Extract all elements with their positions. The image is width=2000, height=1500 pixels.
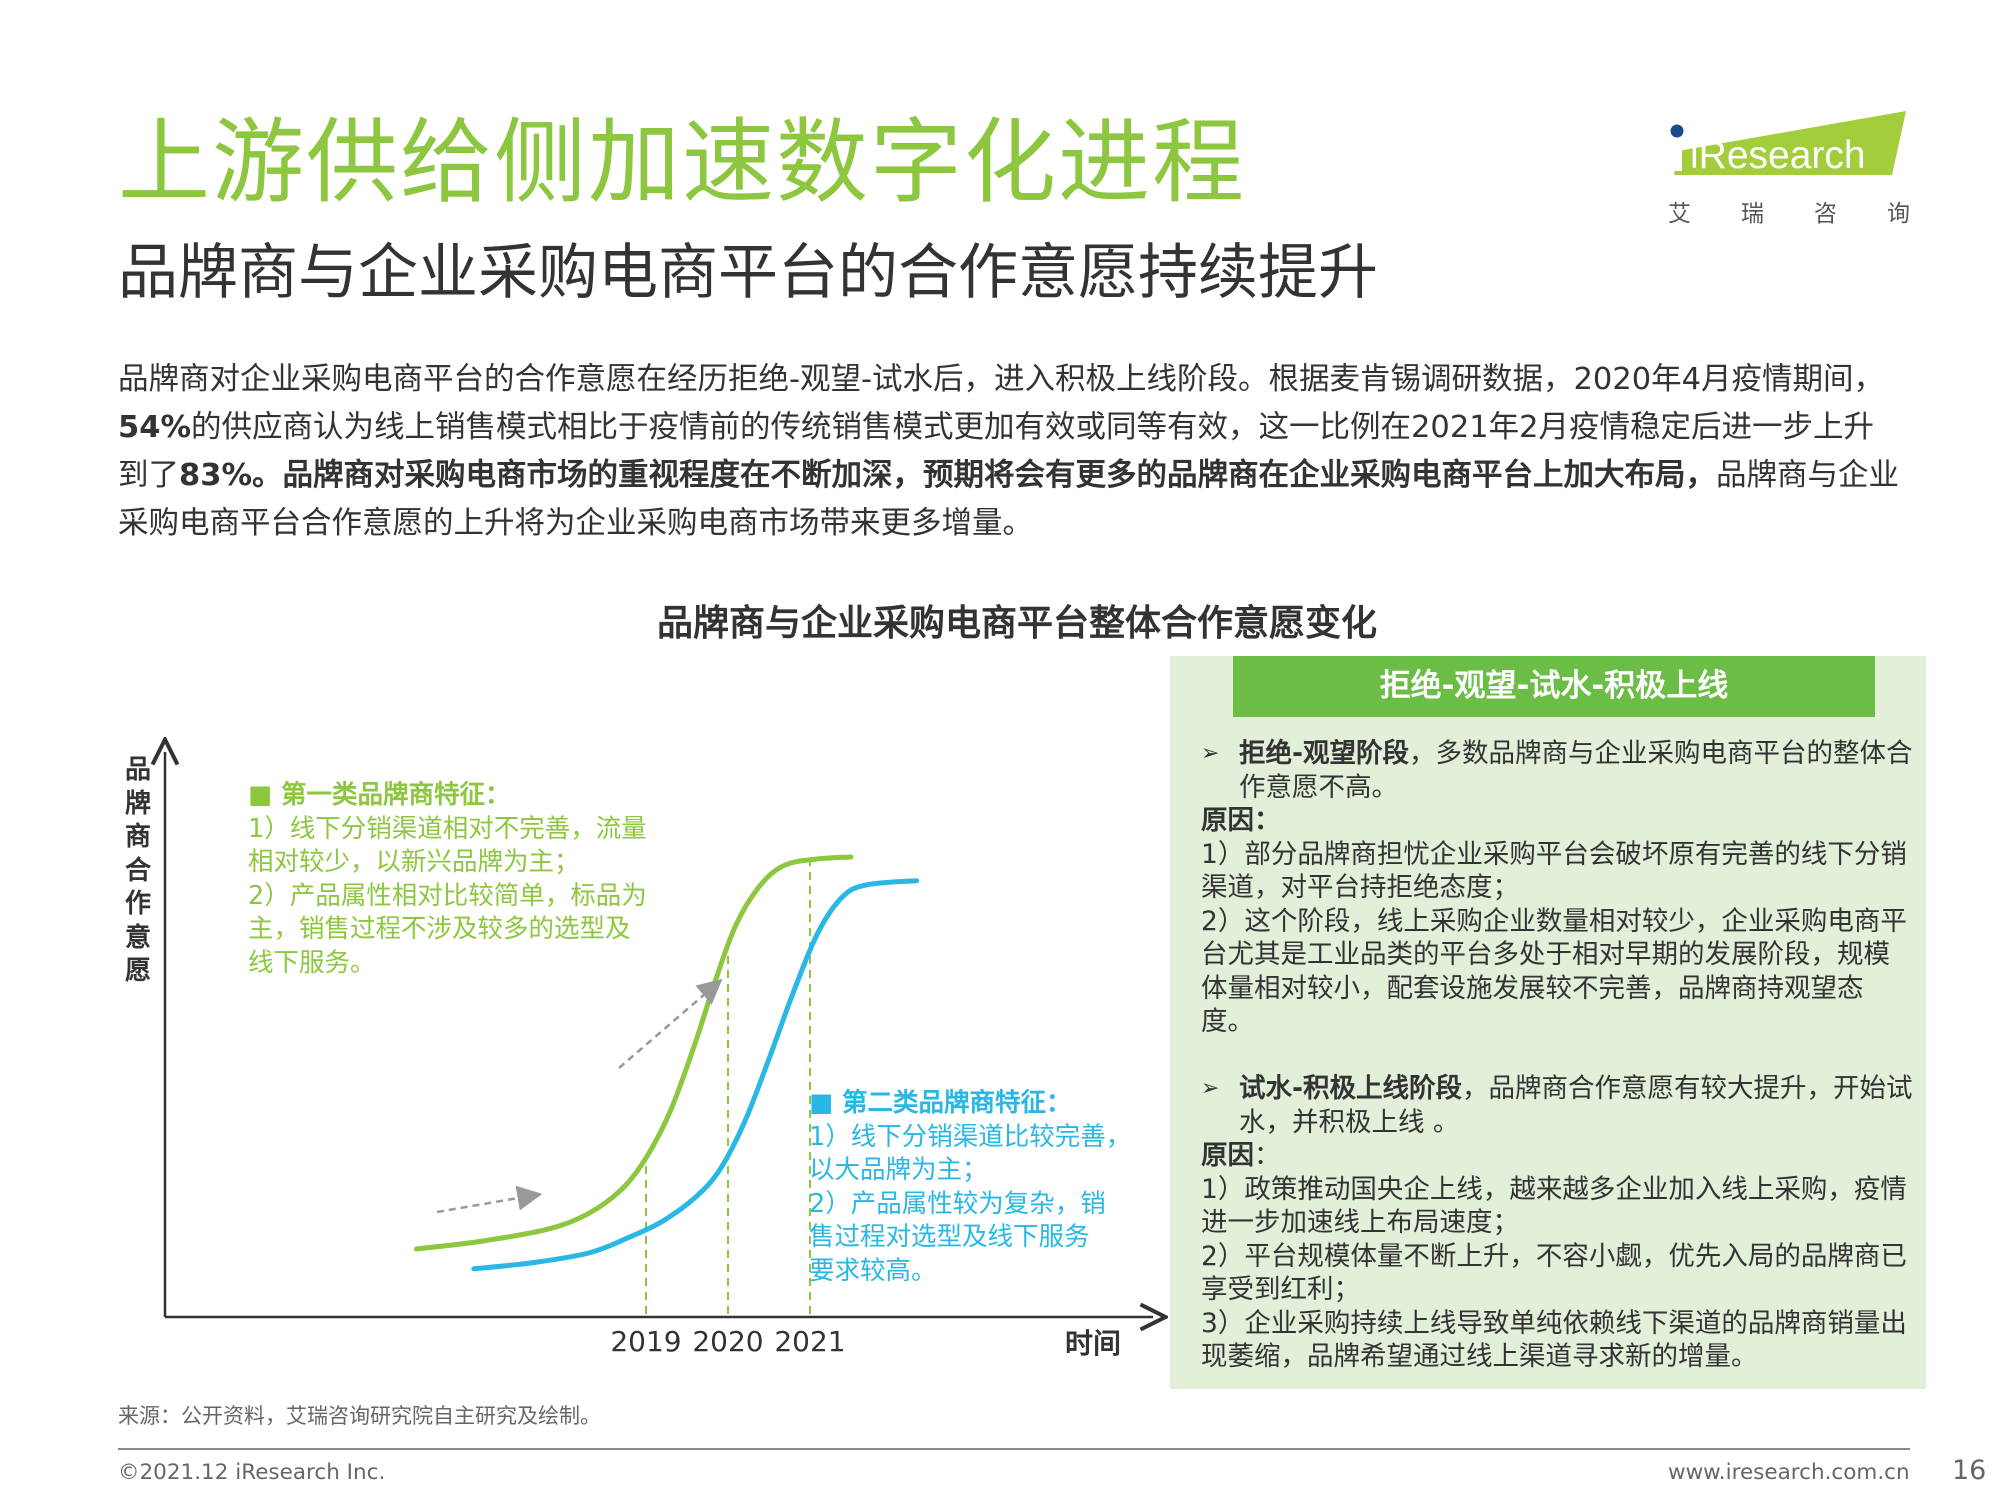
intro-paragraph: 品牌商对企业采购电商平台的合作意愿在经历拒绝-观望-试水后，进入积极上线阶段。根… bbox=[118, 356, 1900, 548]
website-url: www.iresearch.com.cn bbox=[1668, 1460, 1910, 1485]
stage1-bullet: 拒绝-观望阶段，多数品牌商与企业采购电商平台的整体合作意愿不高。 bbox=[1201, 737, 1913, 804]
source-note: 来源：公开资料，艾瑞咨询研究院自主研究及绘制。 bbox=[118, 1404, 601, 1428]
category2-line: 要求较高。 bbox=[809, 1255, 937, 1286]
intro-text-1: 品牌商对企业采购电商平台的合作意愿在经历拒绝-观望-试水后，进入积极上线阶段。根… bbox=[118, 362, 1885, 397]
stage2-reason-colon: ： bbox=[1254, 1140, 1281, 1171]
category1-line: 相对较少，以新兴品牌为主； bbox=[248, 847, 580, 877]
stage2-reason-item: 1）政策推动国央企上线，越来越多企业加入线上采购，疫情进一步加速线上布局速度； bbox=[1201, 1173, 1907, 1239]
logo-char-2: 瑞 bbox=[1741, 201, 1764, 227]
panel-header: 拒绝-观望-试水-积极上线 bbox=[1233, 656, 1875, 717]
category1-line: 1）线下分销渠道相对不完善，流量 bbox=[248, 813, 647, 844]
year-guide-lines bbox=[645, 860, 811, 1314]
y-axis-label-char: 愿 bbox=[124, 956, 151, 986]
logo-dot bbox=[1670, 124, 1684, 138]
trend-arrow-lower bbox=[436, 1185, 543, 1214]
iresearch-logo: iResearch bbox=[1670, 111, 1906, 177]
intro-bold-54: 54% bbox=[118, 410, 192, 445]
y-axis-label-char: 商 bbox=[124, 822, 151, 852]
category2-line: 售过程对选型及线下服务 bbox=[809, 1222, 1090, 1252]
logo-char-1: 艾 bbox=[1668, 201, 1691, 227]
category2-heading: ■ 第二类品牌商特征： bbox=[809, 1088, 1072, 1118]
stage-explanation-panel: 拒绝-观望-试水-积极上线 拒绝-观望阶段，多数品牌商与企业采购电商平台的整体合… bbox=[1170, 656, 1926, 1389]
footer-divider bbox=[118, 1448, 1910, 1450]
intro-bold-83: 83%。品牌商对采购电商市场的重视程度在不断加深，预期将会有更多的品牌商在企业采… bbox=[179, 458, 1717, 493]
stage2-desc: ，品牌商合作意愿有较大提升，开始试水，并积极上线 。 bbox=[1239, 1073, 1913, 1138]
series-line-category2 bbox=[471, 878, 920, 1272]
logo-char-4: 询 bbox=[1887, 201, 1910, 227]
intro-text-3: 品牌商与企业采购电商平台合作意愿的上升将为企业采购电商市场带来更多增量。 bbox=[118, 458, 1900, 541]
page-number: 16 bbox=[1952, 1455, 1987, 1486]
y-axis-label-char: 意 bbox=[124, 922, 151, 953]
category1-annotation: ■ 第一类品牌商特征： 1）线下分销渠道相对不完善，流量 相对较少，以新兴品牌为… bbox=[248, 779, 708, 980]
series-line-category1 bbox=[413, 854, 854, 1252]
stage1-reason-item: 1）部分品牌商担忧企业采购平台会破坏原有完善的线下分销渠道，对平台持拒绝态度； bbox=[1201, 838, 1907, 904]
stage1-title: 拒绝-观望阶段 bbox=[1239, 738, 1409, 769]
x-tick-2020: 2020 bbox=[692, 1325, 763, 1358]
y-axis-label-char: 品 bbox=[124, 755, 151, 785]
category1-line: 2）产品属性相对比较简单，标品为 bbox=[248, 880, 647, 911]
x-axis-label: 时间 bbox=[1065, 1327, 1121, 1360]
copyright: ©2021.12 iResearch Inc. bbox=[118, 1460, 386, 1485]
panel-body: 拒绝-观望阶段，多数品牌商与企业采购电商平台的整体合作意愿不高。 原因： 1）部… bbox=[1201, 737, 1913, 1374]
stage1-desc: ，多数品牌商与企业采购电商平台的整体合作意愿不高。 bbox=[1239, 738, 1913, 803]
logo-text: iResearch bbox=[1690, 134, 1866, 177]
category1-line: 线下服务。 bbox=[248, 947, 376, 978]
y-axis-label-char: 作 bbox=[124, 889, 151, 919]
category2-annotation: ■ 第二类品牌商特征： 1）线下分销渠道比较完善， 以大品牌为主； 2）产品属性… bbox=[809, 1087, 1169, 1288]
category1-heading: ■ 第一类品牌商特征： bbox=[248, 780, 511, 810]
trend-arrow-upper bbox=[618, 978, 723, 1069]
stage2-reason-label: 原因 bbox=[1201, 1140, 1254, 1171]
chart-title: 品牌商与企业采购电商平台整体合作意愿变化 bbox=[0, 594, 2000, 646]
spacer bbox=[1201, 1039, 1913, 1073]
stage2-bullet: 试水-积极上线阶段，品牌商合作意愿有较大提升，开始试水，并积极上线 。 bbox=[1201, 1072, 1913, 1139]
category1-line: 主，销售过程不涉及较多的选型及 bbox=[248, 914, 631, 944]
category2-line: 以大品牌为主； bbox=[809, 1155, 988, 1185]
page-subtitle: 品牌商与企业采购电商平台的合作意愿持续提升 bbox=[118, 238, 1378, 308]
logo-cn-text: 艾 瑞 咨 询 bbox=[1668, 194, 1910, 228]
category2-line: 2）产品属性较为复杂，销 bbox=[809, 1188, 1106, 1219]
x-tick-2019: 2019 bbox=[610, 1325, 681, 1358]
x-tick-2021: 2021 bbox=[774, 1325, 845, 1358]
page-title: 上游供给侧加速数字化进程 bbox=[118, 109, 1247, 216]
stage1-reason-label: 原因： bbox=[1201, 805, 1281, 836]
stage2-title: 试水-积极上线阶段 bbox=[1239, 1073, 1462, 1104]
category2-line: 1）线下分销渠道比较完善， bbox=[809, 1121, 1132, 1152]
logo-i-stem bbox=[1672, 142, 1682, 171]
logo-char-3: 咨 bbox=[1814, 201, 1837, 227]
series-layer bbox=[413, 854, 920, 1272]
y-axis-label: 品牌商合作意愿 bbox=[118, 754, 158, 989]
intro-text-2: 的供应商认为线上销售模式相比于疫情前的传统销售模式更加有效或同等有效，这一比例在… bbox=[118, 410, 1875, 493]
stage2-reason-item: 3）企业采购持续上线导致单纯依赖线下渠道的品牌商销量出现萎缩，品牌希望通过线上渠… bbox=[1201, 1307, 1907, 1373]
logo-green-banner bbox=[1674, 111, 1906, 175]
willingness-chart: 2019 2020 2021 时间 bbox=[0, 0, 1170, 1360]
y-axis-label-char: 合 bbox=[124, 855, 151, 886]
stage2-reason-item: 2）平台规模体量不断上升，不容小觑，优先入局的品牌商已享受到红利； bbox=[1201, 1240, 1907, 1306]
chart-title-text: 品牌商与企业采购电商平台整体合作意愿变化 bbox=[656, 603, 1377, 644]
y-axis-label-char: 牌 bbox=[124, 788, 151, 819]
stage1-reason-item: 2）这个阶段，线上采购企业数量相对较少，企业采购电商平台尤其是工业品类的平台多处… bbox=[1201, 905, 1907, 1038]
